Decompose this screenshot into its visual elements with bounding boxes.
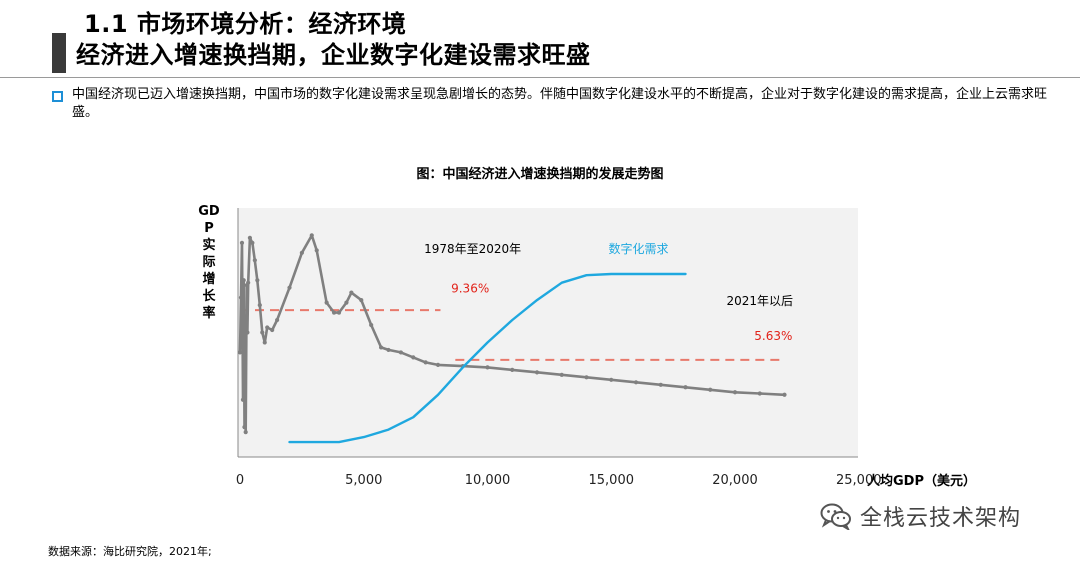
- gdp-growth-data-point: [460, 364, 465, 369]
- gdp-growth-data-point: [378, 345, 384, 350]
- gdp-growth-data-point: [411, 355, 416, 360]
- digital-demand-series-line: [288, 272, 687, 444]
- wechat-account-name: 全栈云技术架构: [860, 506, 1022, 531]
- square-bullet-icon: [52, 91, 63, 102]
- x-tick-label: 10,000: [465, 473, 511, 488]
- title-accent-bar: [52, 33, 66, 73]
- data-source-note: 数据来源：海比研究院，2021年;: [48, 545, 212, 558]
- gdp-growth-data-point: [247, 235, 252, 240]
- gdp-growth-data-point: [559, 372, 564, 377]
- gdp-growth-data-point: [252, 258, 257, 263]
- gdp-growth-data-point: [708, 387, 713, 392]
- gdp-growth-data-point: [270, 327, 275, 333]
- gdp-growth-data-point: [242, 425, 247, 430]
- gdp-growth-data-point: [344, 300, 349, 305]
- gdp-growth-series-line: [238, 234, 786, 434]
- gdp-growth-data-point: [246, 280, 251, 285]
- plot-area: [238, 208, 858, 457]
- x-tick-label: 5,000: [345, 473, 382, 488]
- gdp-growth-data-point: [359, 298, 364, 303]
- gdp-growth-data-point: [658, 382, 663, 387]
- x-tick-label: 20,000: [712, 473, 758, 488]
- gdp-growth-data-point: [241, 278, 246, 283]
- chart-y-axis-label: GDP实际增长率: [198, 204, 220, 321]
- gdp-growth-data-point: [237, 350, 243, 355]
- gdp-growth-data-point: [435, 362, 441, 367]
- gdp-growth-data-point: [299, 250, 304, 255]
- gdp-growth-data-point: [757, 391, 762, 396]
- gdp-growth-data-point: [257, 303, 262, 308]
- gdp-growth-data-point: [260, 330, 265, 335]
- wechat-icon: [820, 502, 852, 532]
- chart-annotation-2: 数字化需求: [608, 241, 668, 256]
- gdp-growth-data-point: [331, 310, 337, 315]
- gdp-growth-data-point: [369, 322, 374, 328]
- gdp-growth-data-point: [584, 375, 589, 380]
- page-title: 1.1 市场环境分析：经济环境: [84, 10, 407, 38]
- chart-annotation-5: 5.63%: [754, 329, 792, 343]
- page-subtitle: 经济进入增速换挡期，企业数字化建设需求旺盛: [76, 41, 591, 69]
- gdp-growth-data-point: [262, 340, 267, 345]
- gdp-growth-data-point: [782, 392, 787, 397]
- chart-title: 图：中国经济进入增速换挡期的发展走势图: [416, 167, 664, 182]
- gdp-growth-data-point: [255, 278, 260, 283]
- gdp-growth-data-point: [242, 320, 248, 325]
- gdp-growth-data-point: [250, 240, 255, 245]
- gdp-growth-data-point: [265, 325, 270, 330]
- chart-annotation-1: 1978年至2020年: [424, 242, 521, 256]
- gdp-growth-data-point: [314, 248, 319, 253]
- gdp-growth-data-point: [349, 290, 354, 295]
- gdp-growth-data-point: [732, 390, 738, 395]
- gdp-growth-data-point: [287, 285, 292, 290]
- gdp-growth-data-point: [683, 385, 688, 390]
- x-tick-label: 0: [236, 473, 244, 488]
- gdp-growth-data-point: [336, 310, 342, 315]
- x-tick-label: 15,000: [589, 473, 635, 488]
- gdp-growth-data-point: [398, 350, 403, 355]
- gdp-growth-data-point: [239, 240, 245, 245]
- chart-annotation-4: 2021年以后: [726, 294, 793, 308]
- gdp-growth-data-point: [245, 330, 250, 335]
- header-divider: [0, 77, 1080, 78]
- gdp-growth-data-point: [609, 377, 614, 382]
- gdp-growth-data-point: [324, 300, 329, 305]
- gdp-growth-data-point: [423, 360, 428, 365]
- wechat-account-badge: 全栈云技术架构: [820, 500, 1021, 532]
- gdp-growth-data-point: [386, 347, 391, 353]
- gdp-growth-data-point: [510, 367, 515, 372]
- gdp-growth-data-point: [275, 317, 280, 323]
- gdp-growth-data-point: [485, 365, 490, 370]
- gdp-growth-data-point: [633, 380, 639, 385]
- intro-paragraph: 中国经济现已迈入增速换挡期，中国市场的数字化建设需求呈现急剧增长的态势。伴随中国…: [72, 87, 1048, 120]
- gdp-growth-data-point: [243, 430, 248, 435]
- chart-x-axis-label: 人均GDP（美元）: [867, 474, 976, 489]
- gdp-growth-data-point: [240, 397, 246, 402]
- gdp-growth-data-point: [238, 295, 244, 300]
- gdp-growth-data-point: [309, 233, 314, 238]
- gdp-growth-data-point: [534, 370, 540, 375]
- gdp-growth-data-point: [244, 283, 249, 288]
- chart-annotation-3: 9.36%: [451, 282, 489, 296]
